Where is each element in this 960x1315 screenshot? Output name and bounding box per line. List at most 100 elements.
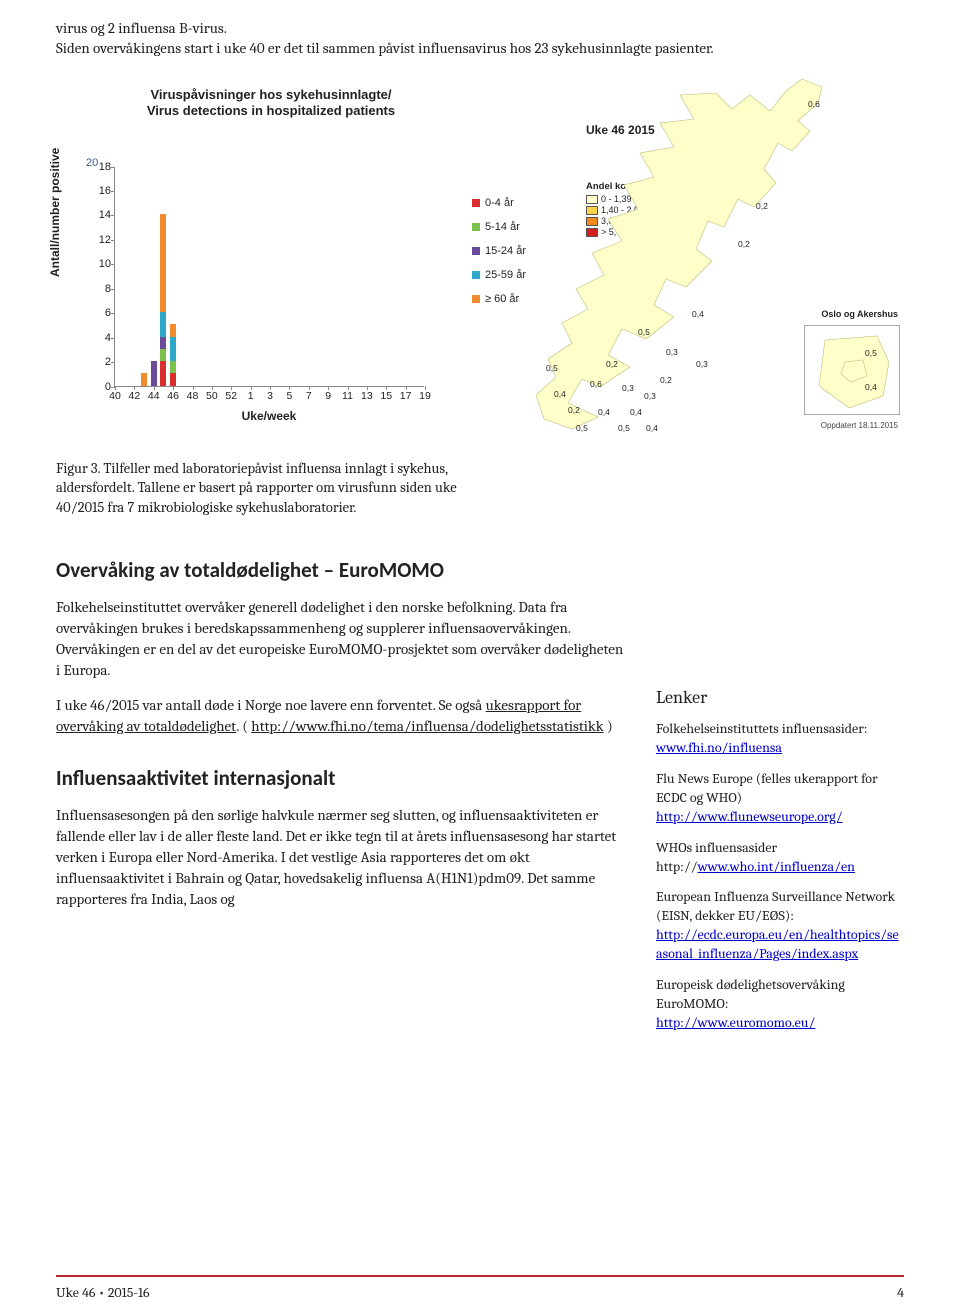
xtick: 3	[261, 390, 279, 402]
link-3-text: WHOs influensasider	[656, 839, 777, 856]
link-block-3: WHOs influensasider http://www.who.int/i…	[656, 839, 904, 877]
map-inset-label: Oslo og Akershus	[821, 309, 898, 319]
link-5-text: Europeisk dødelighetsovervåking EuroMOMO…	[656, 976, 845, 1012]
map-region-value: 0,2	[738, 239, 750, 249]
map-panel: Uke 46 2015 Andel konsultasjoner 0 - 1,3…	[496, 63, 904, 453]
map-region-value: 0,6	[590, 379, 602, 389]
chart-title: Viruspåvisninger hos sykehusinnlagte/ Vi…	[56, 87, 486, 121]
map-region-value: 0,4	[692, 309, 704, 319]
euromomo-p2b: . (	[236, 717, 251, 735]
map-region-value: 0,4	[646, 423, 658, 433]
link-1-text: Folkehelseinstituttets influensasider:	[656, 720, 867, 737]
bar-43	[141, 373, 147, 385]
xtick: 5	[280, 390, 298, 402]
ytick: 16	[89, 185, 111, 197]
link-1-url[interactable]: www.fhi.no/influensa	[656, 739, 782, 756]
link-4-url[interactable]: http://ecdc.europa.eu/en/healthtopics/se…	[656, 926, 899, 962]
xtick: 52	[222, 390, 240, 402]
map-inset: 0,5 0,4	[804, 325, 900, 415]
map-region-value: 0,4	[598, 407, 610, 417]
footer-right: 4	[897, 1284, 904, 1301]
inset-num-1: 0,4	[865, 382, 877, 392]
footer: Uke 46 • 2015-16 4	[56, 1284, 904, 1301]
xtick: 13	[358, 390, 376, 402]
link-block-2: Flu News Europe (felles ukerapport for E…	[656, 770, 904, 827]
map-region-value: 0,4	[630, 407, 642, 417]
map-region-value: 0,3	[644, 391, 656, 401]
intro-p2: Siden overvåkingens start i uke 40 er de…	[56, 38, 904, 58]
map-region-value: 0,5	[576, 423, 588, 433]
euromomo-link-2[interactable]: http://www.fhi.no/tema/influensa/dodelig…	[251, 717, 603, 735]
intl-heading: Influensaaktivitet internasjonalt	[56, 765, 626, 791]
map-region-value: 0,2	[568, 405, 580, 415]
bar-44	[151, 361, 157, 385]
xtick: 40	[106, 390, 124, 402]
ytick: 2	[89, 356, 111, 368]
bar-45	[160, 214, 166, 385]
right-column: Lenker Folkehelseinstituttets influensas…	[656, 557, 904, 1044]
ytick: 4	[89, 332, 111, 344]
map-region-value: 0,5	[546, 363, 558, 373]
map-region-value: 0,5	[618, 423, 630, 433]
link-block-1: Folkehelseinstituttets influensasider: w…	[656, 720, 904, 758]
map: Uke 46 2015 Andel konsultasjoner 0 - 1,3…	[496, 63, 904, 453]
xtick: 44	[145, 390, 163, 402]
xtick: 7	[300, 390, 318, 402]
intro-p1: virus og 2 influensa B-virus.	[56, 18, 904, 38]
euromomo-heading: Overvåking av totaldødelighet – EuroMOMO	[56, 557, 626, 583]
map-updated: Oppdatert 18.11.2015	[821, 421, 898, 430]
figures-row: Viruspåvisninger hos sykehusinnlagte/ Vi…	[56, 63, 904, 453]
xtick: 48	[184, 390, 202, 402]
chart-panel: Viruspåvisninger hos sykehusinnlagte/ Vi…	[56, 63, 486, 453]
map-region-value: 0,6	[808, 99, 820, 109]
chart-title-1: Viruspåvisninger hos sykehusinnlagte/	[56, 87, 486, 104]
figure-caption: Figur 3. Tilfeller med laboratoriepåvist…	[56, 459, 486, 518]
ytick: 10	[89, 258, 111, 270]
bar-chart: Viruspåvisninger hos sykehusinnlagte/ Vi…	[56, 87, 486, 447]
euromomo-p2: I uke 46/2015 var antall døde i Norge no…	[56, 695, 626, 737]
ytick: 14	[89, 209, 111, 221]
plot-area: 0246810121416184042444648505213579111315…	[114, 167, 424, 387]
map-region-value: 0,3	[622, 383, 634, 393]
xtick: 15	[377, 390, 395, 402]
map-region-value: 0,2	[756, 201, 768, 211]
link-3-prefix: http://	[656, 858, 698, 875]
map-region-value: 0,2	[606, 359, 618, 369]
link-2-url[interactable]: http://www.flunewseurope.org/	[656, 808, 843, 825]
links-heading: Lenker	[656, 687, 904, 708]
euromomo-p2c: )	[604, 717, 613, 735]
chart-ylabel: Antall/number positive	[48, 147, 62, 276]
ytick: 12	[89, 234, 111, 246]
xtick: 19	[416, 390, 434, 402]
xtick: 50	[203, 390, 221, 402]
ytick: 8	[89, 283, 111, 295]
map-region-value: 0,5	[638, 327, 650, 337]
left-column: Overvåking av totaldødelighet – EuroMOMO…	[56, 557, 626, 1044]
footer-rule	[56, 1275, 904, 1277]
xtick: 17	[397, 390, 415, 402]
map-region-value: 0,3	[696, 359, 708, 369]
euromomo-p1: Folkehelseinstituttet overvåker generell…	[56, 597, 626, 681]
xtick: 42	[125, 390, 143, 402]
link-block-5: Europeisk dødelighetsovervåking EuroMOMO…	[656, 976, 904, 1033]
ytick: 6	[89, 307, 111, 319]
xtick: 46	[164, 390, 182, 402]
link-5-url[interactable]: http://www.euromomo.eu/	[656, 1014, 815, 1031]
link-4-text: European Influenza Surveillance Network …	[656, 888, 895, 924]
euromomo-p2a: I uke 46/2015 var antall døde i Norge no…	[56, 696, 486, 714]
link-2-text: Flu News Europe (felles ukerapport for E…	[656, 770, 878, 806]
map-region-value: 0,4	[554, 389, 566, 399]
body-columns: Overvåking av totaldødelighet – EuroMOMO…	[56, 557, 904, 1044]
xtick: 9	[319, 390, 337, 402]
xtick: 1	[242, 390, 260, 402]
map-region-value: 0,3	[666, 347, 678, 357]
intro-text: virus og 2 influensa B-virus. Siden over…	[56, 18, 904, 59]
link-3-url[interactable]: www.who.int/influenza/en	[698, 858, 855, 875]
chart-title-2: Virus detections in hospitalized patient…	[56, 103, 486, 120]
footer-left: Uke 46 • 2015-16	[56, 1284, 150, 1301]
link-block-4: European Influenza Surveillance Network …	[656, 888, 904, 964]
bar-46	[170, 324, 176, 385]
map-region-value: 0,2	[660, 375, 672, 385]
ytick: 18	[89, 161, 111, 173]
inset-num-0: 0,5	[865, 348, 877, 358]
